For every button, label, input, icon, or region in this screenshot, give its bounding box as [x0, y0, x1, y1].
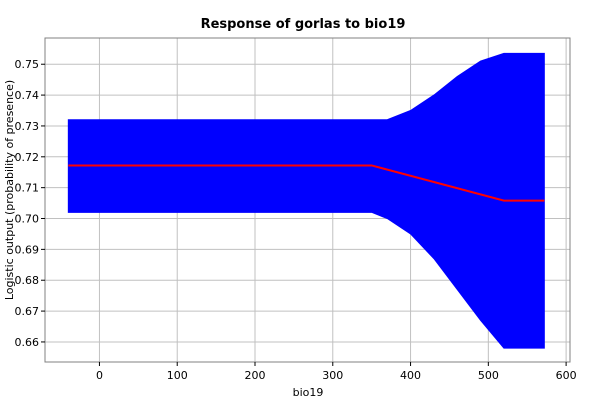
y-axis: 0.66 0.67 0.68 0.69 0.70 0.71 0.72 0.73 0.74 0.75: [15, 58, 45, 349]
y-tick-label: 0.73: [15, 120, 40, 133]
y-axis-label: Logistic output (probability of presence…: [3, 80, 16, 300]
confidence-band: [67, 52, 545, 349]
y-tick-label: 0.66: [15, 336, 40, 349]
x-tick-label: 600: [556, 369, 577, 382]
confidence-band-area: [67, 52, 545, 349]
y-tick-label: 0.69: [15, 243, 40, 256]
x-tick-label: 100: [167, 369, 188, 382]
mean-response-line: [68, 164, 545, 202]
x-tick-label: 500: [478, 369, 499, 382]
y-tick-label: 0.71: [15, 182, 40, 195]
plot-area: [44, 37, 571, 363]
y-tick-label: 0.68: [15, 274, 40, 287]
x-tick-label: 400: [400, 369, 421, 382]
chart-title: Response of gorlas to bio19: [201, 17, 406, 32]
y-tick-label: 0.75: [15, 58, 40, 71]
y-tick-label: 0.67: [15, 305, 40, 318]
y-tick-label: 0.70: [15, 213, 40, 226]
x-axis-label: bio19: [293, 386, 324, 399]
x-tick-label: 300: [322, 369, 343, 382]
x-axis: 0 100 200 300 400 500 600: [96, 362, 577, 382]
y-tick-label: 0.74: [15, 89, 40, 102]
mean-response: [68, 164, 545, 202]
x-tick-label: 200: [245, 369, 266, 382]
x-tick-label: 0: [96, 369, 103, 382]
y-tick-label: 0.72: [15, 151, 40, 164]
